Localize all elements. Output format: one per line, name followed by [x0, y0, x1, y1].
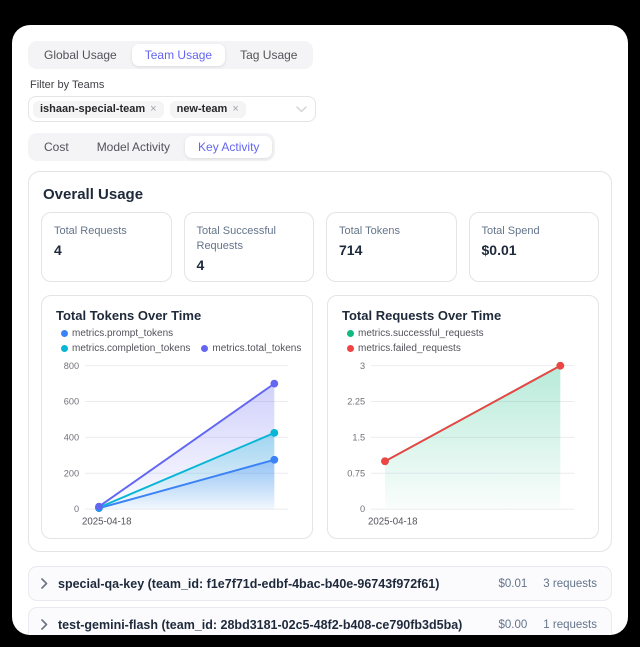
legend-dot-icon: [61, 330, 68, 337]
key-name: test-gemini-flash (team_id: 28bd3181-02c…: [58, 617, 463, 632]
selected-team-tag[interactable]: ishaan-special-team ×: [33, 100, 164, 118]
requests-line-chart: 0 0.75 1.5 2.25 3 2025-04-18: [347, 361, 575, 528]
stat-total-requests: Total Requests 4: [41, 212, 172, 282]
tab-model-activity[interactable]: Model Activity: [84, 136, 183, 158]
tab-key-activity[interactable]: Key Activity: [185, 136, 273, 158]
key-list: special-qa-key (team_id: f1e7f71d-edbf-4…: [28, 566, 612, 635]
chevron-right-icon: [41, 619, 48, 631]
svg-text:600: 600: [64, 397, 79, 407]
key-spend: $0.00: [498, 618, 528, 631]
requests-chart-title: Total Requests Over Time: [342, 308, 502, 323]
selected-team-tag[interactable]: new-team ×: [169, 100, 246, 118]
legend-item: metrics.completion_tokens: [61, 343, 190, 354]
key-row-metrics: $0.01 3 requests: [499, 578, 597, 590]
svg-text:0.75: 0.75: [347, 468, 365, 478]
tokens-chart-title: Total Tokens Over Time: [56, 308, 202, 323]
legend-dot-icon: [347, 345, 354, 352]
usage-dashboard-page: Global Usage Team Usage Tag Usage Filter…: [12, 25, 628, 635]
svg-text:0: 0: [74, 504, 79, 514]
legend-item: metrics.failed_requests: [347, 343, 461, 354]
legend-label: metrics.completion_tokens: [72, 343, 191, 354]
legend-dot-icon: [61, 345, 68, 352]
stat-total-successful-requests: Total Successful Requests 4: [183, 212, 314, 282]
stat-total-spend: Total Spend $0.01: [468, 212, 599, 282]
overall-usage-panel: Overall Usage Total Requests 4 Total Suc…: [28, 171, 612, 553]
legend-label: metrics.prompt_tokens: [72, 328, 174, 339]
remove-tag-icon[interactable]: ×: [150, 102, 157, 115]
requests-chart-card: Total Requests Over Time metrics.success…: [327, 295, 599, 540]
stat-label: Total Tokens: [339, 225, 400, 237]
usage-scope-tabs: Global Usage Team Usage Tag Usage: [28, 41, 314, 69]
svg-text:3: 3: [360, 361, 365, 371]
svg-text:1.5: 1.5: [352, 432, 365, 442]
legend-label: metrics.failed_requests: [358, 343, 461, 354]
legend-item: metrics.prompt_tokens: [61, 328, 173, 339]
stat-value: $0.01: [481, 241, 517, 258]
remove-tag-icon[interactable]: ×: [232, 102, 239, 115]
svg-text:800: 800: [64, 361, 79, 371]
svg-text:200: 200: [64, 468, 79, 478]
key-row-test-gemini-flash[interactable]: test-gemini-flash (team_id: 28bd3181-02c…: [28, 607, 612, 635]
legend-item: metrics.successful_requests: [347, 328, 484, 339]
team-tag-label: ishaan-special-team: [40, 102, 146, 115]
charts-row: Total Tokens Over Time metrics.prompt_to…: [41, 295, 599, 540]
stat-total-tokens: Total Tokens 714: [326, 212, 457, 282]
key-row-special-qa-key[interactable]: special-qa-key (team_id: f1e7f71d-edbf-4…: [28, 566, 612, 602]
tab-global-usage[interactable]: Global Usage: [31, 44, 130, 66]
chevron-down-icon[interactable]: [296, 105, 307, 113]
legend-label: metrics.total_tokens: [212, 343, 302, 354]
requests-chart-legend: metrics.successful_requests metrics.faile…: [338, 328, 588, 354]
svg-text:2025-04-18: 2025-04-18: [82, 517, 131, 528]
stat-value: 4: [196, 256, 205, 273]
tab-cost[interactable]: Cost: [31, 136, 82, 158]
stat-label: Total Spend: [481, 225, 540, 237]
stat-label: Total Requests: [54, 225, 127, 237]
svg-text:2.25: 2.25: [347, 397, 365, 407]
overall-usage-title: Overall Usage: [43, 186, 144, 203]
chevron-right-icon: [41, 578, 48, 590]
svg-text:0: 0: [360, 504, 365, 514]
stat-value: 4: [54, 241, 62, 258]
team-multiselect[interactable]: ishaan-special-team × new-team ×: [28, 96, 316, 122]
stats-row: Total Requests 4 Total Successful Reques…: [41, 212, 599, 282]
tokens-line-chart: 0 200 400 600 800 2025-04-18: [64, 361, 289, 528]
legend-item: metrics.total_tokens: [201, 343, 301, 354]
key-request-count: 1 requests: [543, 618, 597, 631]
tab-tag-usage[interactable]: Tag Usage: [227, 44, 310, 66]
key-request-count: 3 requests: [543, 577, 597, 590]
legend-dot-icon: [347, 330, 354, 337]
stat-label: Total Successful Requests: [196, 225, 276, 252]
key-name: special-qa-key (team_id: f1e7f71d-edbf-4…: [58, 576, 440, 591]
activity-tabs: Cost Model Activity Key Activity: [28, 133, 276, 161]
tokens-chart-card: Total Tokens Over Time metrics.prompt_to…: [41, 295, 313, 540]
tokens-chart-legend: metrics.prompt_tokens metrics.completion_…: [52, 328, 302, 354]
svg-text:400: 400: [64, 432, 79, 442]
team-tag-label: new-team: [176, 102, 228, 115]
key-row-metrics: $0.00 1 requests: [499, 619, 597, 631]
tab-team-usage[interactable]: Team Usage: [131, 44, 226, 66]
legend-dot-icon: [201, 345, 209, 352]
filter-by-teams-label: Filter by Teams: [30, 79, 105, 91]
svg-text:2025-04-18: 2025-04-18: [368, 517, 417, 528]
stat-value: 714: [339, 241, 363, 258]
legend-label: metrics.successful_requests: [358, 328, 484, 339]
key-spend: $0.01: [498, 577, 528, 590]
